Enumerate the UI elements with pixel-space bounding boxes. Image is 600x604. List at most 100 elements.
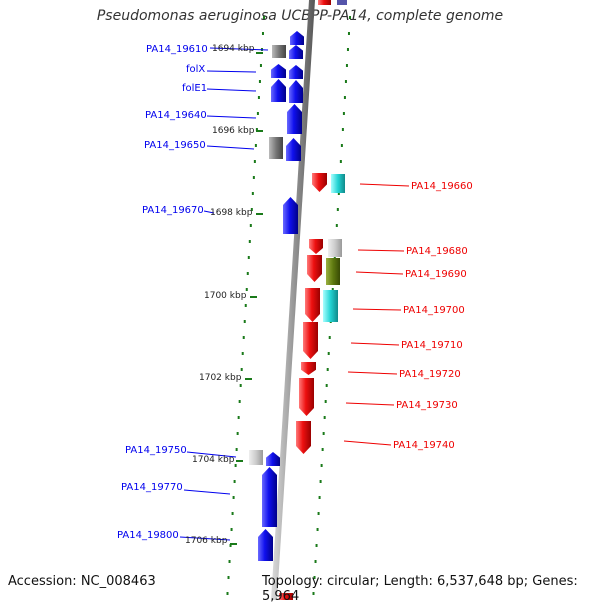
gene-label-left: PA14_19640	[145, 110, 207, 121]
guide-dot-right	[328, 336, 331, 339]
guide-dot-right	[341, 128, 344, 131]
gene-red	[312, 173, 327, 192]
guide-dot-right	[335, 224, 338, 227]
gene-gray	[249, 450, 263, 465]
gene-blue	[289, 65, 303, 79]
gene-label-left: folX	[186, 64, 205, 75]
guide-dot-right	[317, 512, 320, 515]
label-leader-line	[357, 249, 405, 252]
guide-dot-left	[247, 256, 250, 259]
gene-blue	[290, 31, 304, 45]
label-leader-line	[352, 308, 402, 311]
guide-dot-right	[327, 352, 330, 355]
gene-red	[305, 288, 320, 322]
guide-dot-right	[345, 64, 348, 67]
label-leader-line	[183, 489, 231, 495]
kbp-tick-label: 1706 kbp	[185, 536, 228, 546]
guide-dot-right	[342, 112, 345, 115]
guide-dot-right	[347, 32, 350, 35]
gene-cyan	[323, 290, 338, 322]
label-leader-line	[345, 402, 395, 406]
gene-label-left: PA14_19750	[125, 445, 187, 456]
guide-dot-left	[239, 384, 242, 387]
gene-label-right: PA14_19710	[401, 340, 463, 351]
label-leader-line	[209, 47, 269, 51]
kbp-tick-mark	[230, 543, 237, 545]
guide-dot-left	[246, 272, 249, 275]
gene-blue	[271, 64, 286, 78]
accession-text: Accession: NC_008463	[8, 574, 156, 589]
guide-dot-left	[244, 304, 247, 307]
guide-dot-right	[337, 192, 340, 195]
label-leader-line	[179, 536, 231, 541]
gene-label-right: PA14_19740	[393, 440, 455, 451]
guide-dot-left	[234, 464, 237, 467]
kbp-tick-mark	[236, 460, 243, 462]
guide-dot-right	[343, 96, 346, 99]
guide-dot-left	[227, 576, 230, 579]
guide-dot-left	[237, 416, 240, 419]
gene-label-left: PA14_19650	[144, 140, 206, 151]
guide-dot-right	[336, 208, 339, 211]
gene-red	[279, 593, 293, 600]
label-leader-line	[350, 342, 400, 346]
label-leader-line	[206, 70, 257, 73]
gene-blue	[289, 80, 303, 103]
gene-gray	[269, 137, 283, 159]
guide-dot-left	[254, 144, 257, 147]
gene-label-left: folE1	[182, 83, 207, 94]
guide-dot-right	[333, 256, 336, 259]
guide-dot-left	[243, 320, 246, 323]
guide-dot-left	[238, 400, 241, 403]
gene-label-left: PA14_19670	[142, 205, 204, 216]
gene-label-right: PA14_19680	[406, 246, 468, 257]
guide-dot-left	[251, 192, 254, 195]
guide-dot-left	[256, 112, 259, 115]
gene-label-right: PA14_19700	[403, 305, 465, 316]
gene-label-left: PA14_19800	[117, 530, 179, 541]
gene-blue	[289, 45, 303, 59]
guide-dot-left	[242, 336, 245, 339]
guide-dot-right	[319, 480, 322, 483]
guide-dot-left	[230, 528, 233, 531]
guide-dot-left	[262, 16, 265, 19]
gene-blue	[283, 197, 298, 234]
guide-dot-right	[322, 432, 325, 435]
guide-dot-left	[226, 592, 229, 595]
kbp-tick-label: 1698 kbp	[210, 208, 253, 218]
label-leader-line	[206, 115, 257, 119]
guide-dot-left	[231, 512, 234, 515]
kbp-tick-label: 1702 kbp	[199, 373, 242, 383]
gene-red	[318, 0, 331, 5]
label-leader-line	[343, 440, 392, 446]
kbp-tick-label: 1700 kbp	[204, 291, 247, 301]
guide-dot-left	[255, 128, 258, 131]
map-title: Pseudomonas aeruginosa UCBPP-PA14, compl…	[96, 8, 504, 24]
guide-dot-left	[245, 288, 248, 291]
guide-dot-left	[233, 480, 236, 483]
guide-dot-right	[320, 464, 323, 467]
guide-dot-right	[324, 400, 327, 403]
gene-red	[309, 239, 323, 254]
guide-dot-left	[248, 240, 251, 243]
guide-dot-right	[325, 384, 328, 387]
gene-blue	[262, 467, 277, 527]
gene-label-right: PA14_19690	[405, 269, 467, 280]
guide-dot-left	[236, 432, 239, 435]
gene-gray	[328, 239, 342, 257]
gene-blue	[271, 79, 286, 102]
guide-dot-right	[331, 288, 334, 291]
guide-dot-right	[321, 448, 324, 451]
kbp-tick-mark	[245, 378, 252, 380]
gene-label-right: PA14_19720	[399, 369, 461, 380]
guide-dot-left	[249, 224, 252, 227]
gene-blue	[286, 138, 301, 161]
guide-dot-left	[261, 32, 264, 35]
gene-label-right: PA14_19730	[396, 400, 458, 411]
guide-dot-left	[228, 560, 231, 563]
gene-label-left: PA14_19610	[146, 44, 208, 55]
gene-olive	[326, 258, 340, 285]
guide-dot-right	[346, 48, 349, 51]
